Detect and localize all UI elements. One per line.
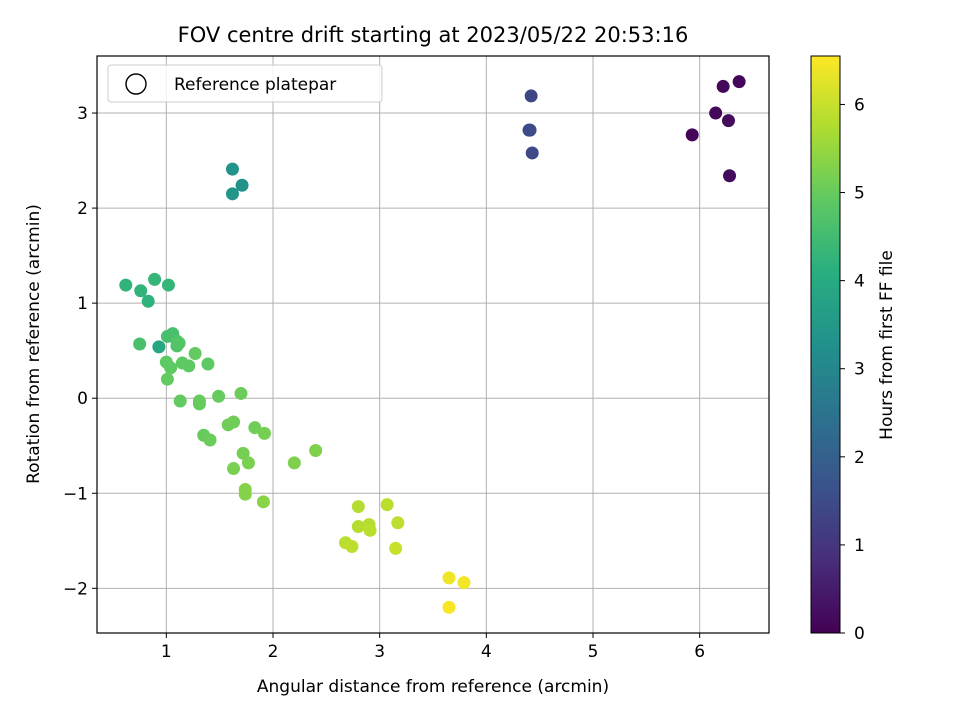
y-tick-label: 0 [77,389,88,409]
data-point [524,89,538,103]
data-point [351,500,365,514]
colorbar-tick-label: 2 [854,448,865,468]
data-point [201,357,215,371]
data-point [133,337,147,351]
y-axis-label: Rotation from reference (arcmin) [24,204,44,484]
data-point [212,389,226,403]
y-tick-label: −2 [63,579,88,599]
y-axis-ticks: −2 −1 0 1 2 3 [63,104,97,599]
data-point [457,576,471,590]
data-point [173,394,187,408]
data-point [203,433,217,447]
data-point [141,294,155,308]
data-point [287,456,301,470]
data-point [380,498,394,512]
colorbar-tick-label: 1 [854,536,865,556]
data-point [351,520,365,534]
data-point [716,79,730,93]
grid-lines [97,56,769,633]
colorbar-tick-label: 5 [854,184,865,204]
data-point [241,456,255,470]
data-point [442,600,456,614]
data-point [235,178,249,192]
x-tick-label: 4 [481,642,492,662]
data-point [164,361,178,375]
data-point [523,123,537,137]
data-point [227,462,241,476]
data-point [309,443,323,457]
legend: Reference platepar [107,64,383,103]
colorbar-tick-label: 0 [854,624,865,644]
data-point [225,162,239,176]
data-point [188,347,202,361]
data-point [227,415,241,429]
colorbar: 0 1 2 3 4 5 6 Hours from first FF file [810,55,897,644]
data-point [134,284,148,298]
data-point [525,146,539,160]
colorbar-label: Hours from first FF file [877,250,897,440]
colorbar-tick-label: 4 [854,272,865,292]
chart-title: FOV centre drift starting at 2023/05/22 … [178,23,689,47]
data-point [192,397,206,411]
colorbar-tick-label: 6 [854,95,865,115]
data-point [248,421,262,435]
x-tick-label: 2 [268,642,279,662]
data-point [225,187,239,201]
data-point [709,106,723,120]
data-point [172,336,186,350]
y-tick-label: 1 [77,294,88,314]
data-point [148,272,162,286]
data-point [363,523,377,537]
colorbar-tick-label: 3 [854,360,865,380]
x-axis-ticks: 1 2 3 4 5 6 [161,633,705,662]
legend-marker-icon [125,73,147,95]
data-point [345,539,359,553]
y-tick-label: 3 [77,104,88,124]
data-point [182,359,196,373]
data-point [389,541,403,555]
data-point [723,169,737,183]
data-point [161,278,175,292]
x-tick-label: 3 [374,642,385,662]
y-tick-label: 2 [77,199,88,219]
legend-box [107,64,383,103]
data-point [152,340,166,354]
colorbar-ticks: 0 1 2 3 4 5 6 [840,95,865,644]
data-point [732,75,746,89]
colorbar-gradient [810,55,841,634]
data-point [442,571,456,585]
data-point [256,495,270,509]
x-tick-label: 6 [694,642,705,662]
data-point [234,386,248,400]
y-tick-label: −1 [63,484,88,504]
data-point [236,446,250,460]
x-axis-label: Angular distance from reference (arcmin) [257,677,609,697]
data-point [391,516,405,530]
plot-frame [96,55,770,634]
data-point [685,128,699,142]
data-point [238,487,252,501]
x-tick-label: 1 [161,642,172,662]
data-points [119,75,746,614]
data-point [160,372,174,386]
data-point [257,426,271,440]
data-point [721,114,735,128]
legend-entry-label: Reference platepar [174,75,336,95]
x-tick-label: 5 [588,642,599,662]
data-point [119,278,133,292]
